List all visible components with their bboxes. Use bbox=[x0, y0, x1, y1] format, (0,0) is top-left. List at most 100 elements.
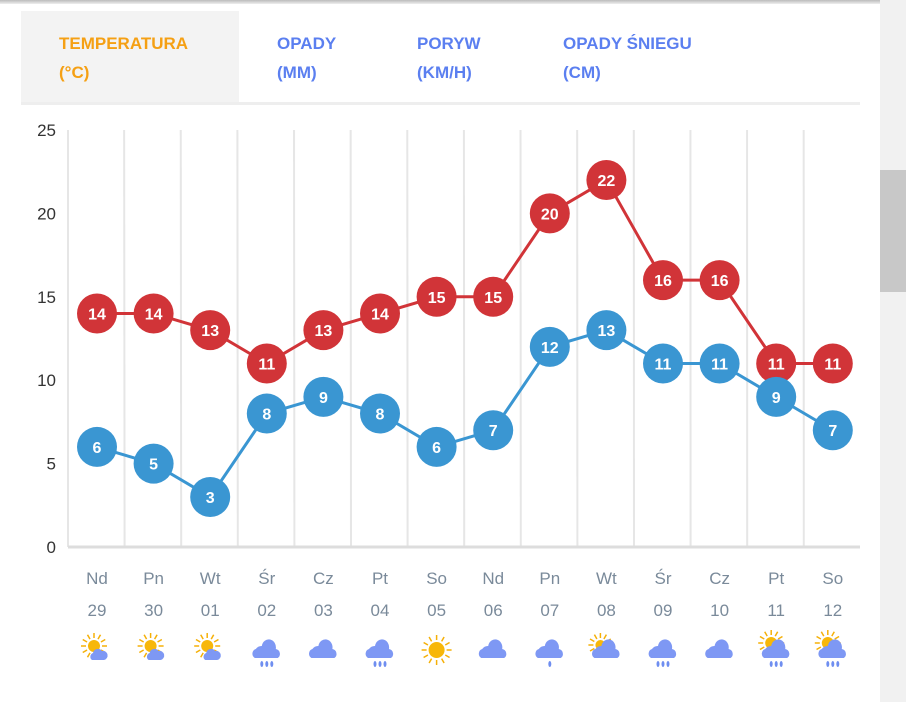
date-label: 04 bbox=[371, 601, 390, 620]
cloud-shape bbox=[252, 639, 280, 658]
tab-unit: (CM) bbox=[563, 63, 601, 82]
max-temp-point bbox=[190, 310, 231, 351]
min-temp-label: 8 bbox=[262, 407, 271, 424]
sun-ray bbox=[816, 635, 822, 640]
tab-label: TEMPERATURA bbox=[59, 34, 189, 53]
max-temp-point bbox=[303, 310, 344, 351]
sun-ray bbox=[440, 658, 445, 664]
cloud-shape bbox=[365, 639, 394, 658]
sun-ray bbox=[138, 638, 145, 643]
sun-cloud-rain-icon bbox=[758, 630, 790, 667]
min-temp-point bbox=[77, 426, 117, 467]
sun-ray bbox=[97, 634, 102, 640]
tab-temperature[interactable]: TEMPERATURA (°C) bbox=[21, 11, 239, 102]
sun-ray bbox=[831, 631, 835, 637]
sun-ray bbox=[834, 635, 840, 640]
y-tick-label: 25 bbox=[37, 121, 56, 140]
y-tick-label: 0 bbox=[47, 538, 56, 557]
min-temp-point bbox=[699, 343, 740, 384]
tab-label: OPADY ŚNIEGU bbox=[563, 34, 692, 53]
min-temp-label: 3 bbox=[206, 490, 215, 507]
cloud-icon bbox=[705, 639, 733, 658]
min-temp-label: 6 bbox=[432, 440, 441, 457]
day-of-week-label: Cz bbox=[313, 569, 334, 588]
sun-ray bbox=[200, 634, 204, 640]
min-temp-point bbox=[586, 310, 627, 351]
max-temp-label: 11 bbox=[768, 357, 785, 374]
rain-drop bbox=[548, 661, 552, 667]
sun-ray bbox=[759, 635, 765, 640]
tab-precipitation[interactable]: OPADY (MM) bbox=[239, 11, 369, 102]
max-temp-point bbox=[133, 293, 174, 334]
date-label: 03 bbox=[314, 601, 333, 620]
max-temp-point bbox=[586, 160, 627, 201]
max-temp-label: 22 bbox=[598, 173, 616, 190]
day-of-week-label: Pn bbox=[539, 569, 560, 588]
max-temp-point bbox=[473, 276, 514, 317]
rain-drop bbox=[265, 661, 269, 667]
day-of-week-label: So bbox=[426, 569, 447, 588]
sun-ray bbox=[774, 631, 779, 637]
max-temp-label: 13 bbox=[201, 323, 219, 340]
sun-ray bbox=[157, 638, 163, 643]
sun-ray bbox=[200, 652, 204, 658]
scrollbar-thumb[interactable] bbox=[880, 170, 906, 292]
sun-ray bbox=[82, 649, 88, 654]
sun-ray bbox=[816, 646, 822, 651]
min-temp-point bbox=[303, 376, 344, 417]
sun-ray bbox=[195, 638, 201, 643]
date-label: 08 bbox=[597, 601, 616, 620]
min-temp-label: 9 bbox=[319, 390, 328, 407]
min-temp-point bbox=[756, 376, 797, 417]
partly-sunny-cloud-icon bbox=[588, 633, 620, 658]
cloud-shape bbox=[818, 639, 846, 658]
max-temp-point bbox=[360, 293, 400, 334]
date-label: 30 bbox=[144, 601, 163, 620]
rain-drop bbox=[826, 661, 830, 667]
cloud-shape bbox=[761, 639, 790, 658]
sun-ray bbox=[589, 638, 595, 643]
min-temp-point bbox=[473, 410, 514, 451]
sun-cloud-icon bbox=[194, 633, 221, 660]
day-of-week-label: Pt bbox=[768, 569, 784, 588]
day-of-week-label: Wt bbox=[596, 569, 617, 588]
temperature-chart: 0510152025Nd29Pn30Wt01Śr02Cz03Pt04So05Nd… bbox=[37, 121, 860, 667]
cloud-rain-icon bbox=[252, 639, 280, 667]
rain-drop bbox=[666, 661, 670, 667]
sun-disc bbox=[428, 642, 445, 658]
sun-cloud-icon bbox=[81, 633, 108, 660]
tab-snowfall[interactable]: OPADY ŚNIEGU (CM) bbox=[509, 11, 729, 102]
rain-drop bbox=[774, 661, 778, 667]
max-temp-label: 16 bbox=[711, 273, 729, 290]
min-temp-point bbox=[416, 426, 457, 467]
rain-drop bbox=[260, 661, 264, 667]
max-temp-point bbox=[643, 260, 683, 301]
max-temp-label: 14 bbox=[145, 306, 163, 323]
top-shadow bbox=[0, 0, 880, 4]
rain-drop bbox=[836, 661, 840, 667]
max-temp-label: 15 bbox=[428, 290, 446, 307]
day-of-week-label: Pt bbox=[372, 569, 388, 588]
y-tick-label: 15 bbox=[37, 288, 56, 307]
max-temp-point bbox=[812, 343, 853, 384]
max-temp-label: 14 bbox=[371, 306, 389, 323]
date-label: 09 bbox=[654, 601, 673, 620]
rain-drop bbox=[831, 661, 835, 667]
day-of-week-label: So bbox=[822, 569, 843, 588]
date-label: 05 bbox=[427, 601, 446, 620]
max-temp-label: 14 bbox=[88, 306, 106, 323]
sun-cloud-icon bbox=[137, 633, 165, 660]
min-temp-label: 5 bbox=[149, 457, 158, 474]
sun-ray bbox=[777, 635, 783, 640]
rain-drop bbox=[661, 661, 665, 667]
sun-ray bbox=[86, 652, 91, 658]
max-temp-label: 16 bbox=[654, 273, 672, 290]
rain-drop bbox=[779, 661, 783, 667]
sun-ray bbox=[759, 646, 765, 651]
min-temp-point bbox=[360, 393, 400, 434]
tab-gust[interactable]: PORYW (KM/H) bbox=[369, 11, 509, 102]
date-label: 07 bbox=[540, 601, 559, 620]
rain-drop bbox=[656, 661, 660, 667]
scrollbar[interactable] bbox=[880, 0, 906, 702]
cloud-shape bbox=[203, 648, 221, 660]
